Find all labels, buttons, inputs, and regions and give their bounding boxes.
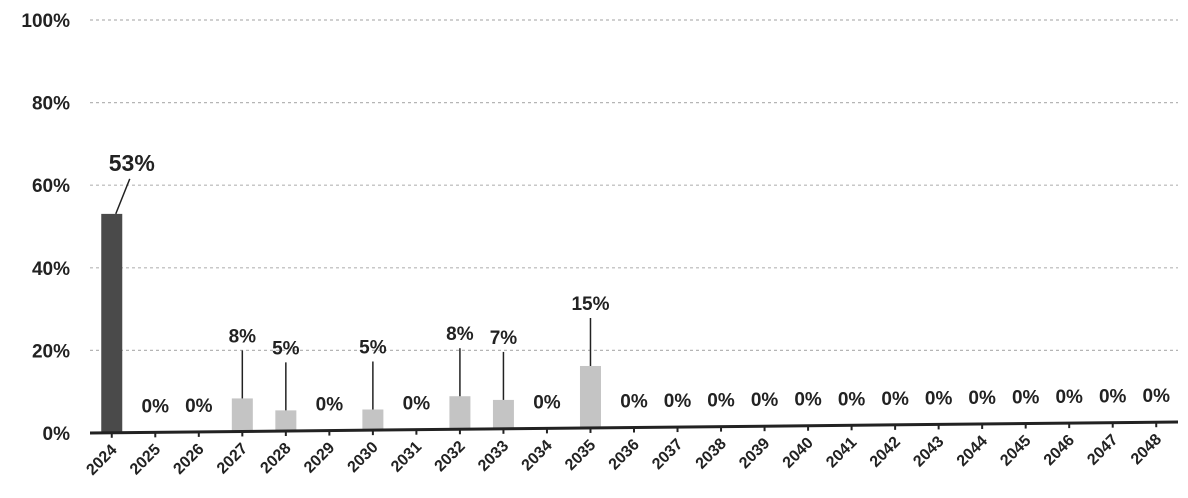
data-label: 0% (968, 388, 996, 409)
y-tick-label: 60% (32, 176, 70, 197)
x-tick-label: 2038 (693, 435, 730, 472)
data-label: 0% (794, 390, 822, 411)
x-tick-label: 2025 (127, 441, 164, 478)
x-tick-label: 2034 (519, 437, 556, 474)
y-tick-label: 40% (32, 259, 70, 280)
x-tick-label: 2041 (823, 434, 860, 471)
x-tick-label: 2043 (910, 433, 947, 470)
data-label: 7% (490, 328, 518, 349)
x-tick-label: 2048 (1128, 431, 1165, 468)
x-tick-label: 2045 (997, 432, 1034, 469)
x-tick-label: 2024 (83, 442, 120, 479)
data-label: 0% (533, 392, 561, 413)
x-tick-label: 2028 (257, 440, 294, 477)
y-tick-label: 100% (21, 11, 70, 32)
label-leader-lines (115, 178, 592, 411)
x-tick-label: 2033 (475, 438, 512, 475)
x-tick-label: 2027 (214, 440, 251, 477)
y-axis-ticks: 0% 20% 40% 60% 80% 100% (21, 11, 70, 445)
bar (362, 409, 384, 431)
data-label: 8% (446, 324, 474, 345)
x-tick-label: 2032 (432, 438, 469, 475)
data-label: 0% (1143, 386, 1171, 407)
x-tick-label: 2046 (1041, 432, 1078, 469)
data-label: 0% (751, 390, 779, 411)
data-label: 0% (1099, 387, 1127, 408)
x-tick-label: 2035 (562, 437, 599, 474)
data-label: 0% (185, 396, 213, 417)
data-label: 5% (359, 337, 387, 358)
x-tick-label: 2037 (649, 436, 686, 473)
data-label: 8% (229, 326, 257, 347)
bar (101, 213, 123, 433)
data-label: 15% (571, 294, 609, 315)
x-tick-label: 2030 (345, 439, 382, 476)
data-label: 0% (838, 389, 866, 410)
x-tick-label: 2040 (780, 434, 817, 471)
y-tick-label: 0% (43, 424, 71, 445)
data-labels: 53% 0% 0% 8% 5% 0% 5% 0% 8% 7% 0% 15% 0% 0% 0% 0% 0% 0% 0%… (109, 150, 1170, 417)
data-label: 0% (1012, 388, 1040, 409)
bars (101, 213, 601, 433)
x-tick-label: 2026 (170, 441, 207, 478)
data-label: 0% (620, 392, 648, 413)
data-label: 0% (881, 389, 909, 410)
bar (449, 396, 471, 430)
grid-lines (90, 19, 1178, 351)
x-tick-label: 2047 (1084, 431, 1121, 468)
x-tick-label: 2036 (606, 436, 643, 473)
x-tick-label: 2031 (388, 438, 425, 475)
data-label: 0% (142, 396, 170, 417)
bar (579, 365, 601, 428)
data-label: 0% (664, 391, 692, 412)
bar (231, 398, 253, 432)
data-label: 0% (925, 388, 953, 409)
x-tick-label: 2044 (954, 433, 991, 470)
bar (275, 410, 297, 432)
x-tick-label: 2042 (867, 434, 904, 471)
bar (492, 399, 514, 429)
y-tick-label: 20% (32, 341, 70, 362)
data-label: 0% (707, 391, 735, 412)
leader-line (115, 178, 131, 215)
data-label: 0% (1055, 387, 1083, 408)
data-label: 53% (109, 150, 155, 176)
x-tick-label: 2029 (301, 439, 338, 476)
data-label: 0% (403, 394, 431, 415)
y-tick-label: 80% (32, 94, 70, 115)
data-label: 5% (272, 338, 300, 359)
data-label: 0% (316, 395, 344, 416)
x-tick-label: 2039 (736, 435, 773, 472)
